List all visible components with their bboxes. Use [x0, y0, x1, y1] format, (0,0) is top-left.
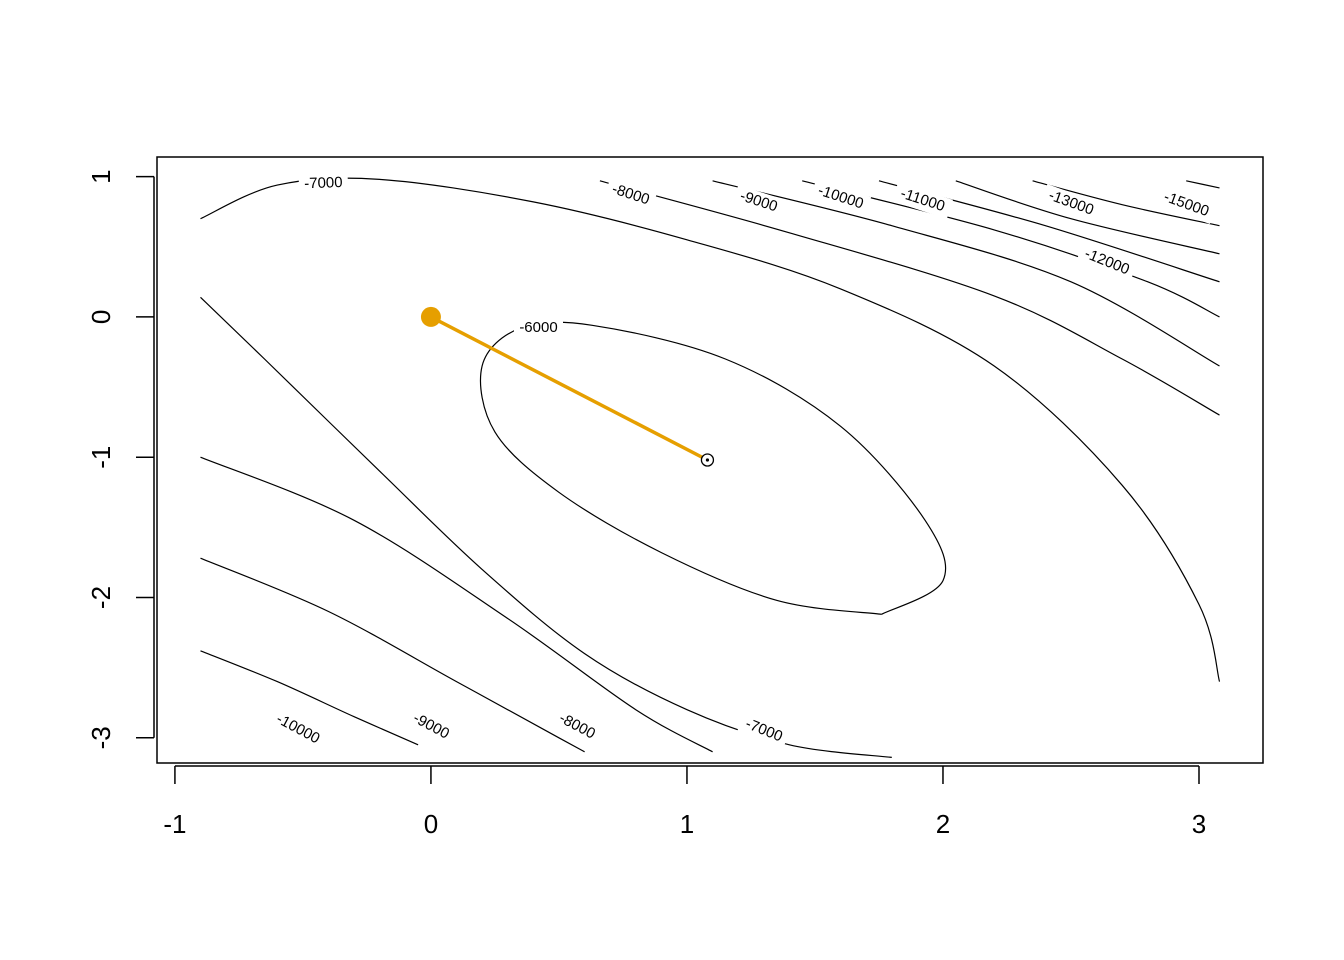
y-tick-label: -3	[86, 726, 116, 749]
contour-line	[200, 296, 892, 758]
contour-label: -11000	[892, 182, 953, 219]
contour-label-background	[298, 172, 349, 195]
contour-label-background	[267, 706, 328, 752]
contour-line	[200, 177, 1221, 682]
path-line	[430, 315, 709, 462]
x-tick-label: 2	[936, 809, 950, 839]
contour-labels: -7000 -8000 -9000 -10000 -11000 -13000 -15000-…	[267, 172, 1217, 752]
contour-line	[599, 180, 1220, 416]
contour-label-background	[1040, 184, 1102, 223]
x-tick-label: 0	[424, 809, 438, 839]
contour-label-background	[604, 177, 657, 212]
contour-label-background	[1076, 242, 1138, 283]
contour-line	[1186, 180, 1220, 189]
contour-line	[200, 557, 585, 753]
contour-label-background	[892, 182, 953, 219]
contour-label-background	[810, 179, 872, 217]
contour-label: -8000	[604, 177, 657, 212]
contour-label-background	[404, 706, 458, 747]
contour-label: -7000	[737, 712, 791, 750]
contour-line	[200, 456, 713, 753]
contour-label-background	[737, 712, 791, 750]
optimum-point-center	[705, 458, 710, 462]
contour-label-background	[1155, 185, 1217, 224]
y-tick-label: -2	[86, 586, 116, 609]
y-axis: 1 0 -1 -2 -3	[86, 169, 155, 749]
y-tick-label: -1	[86, 446, 116, 469]
x-tick-label: 3	[1192, 809, 1206, 839]
contour-label-text: -7000	[304, 174, 343, 192]
contour-label-background	[550, 706, 604, 747]
contour-label: -10000	[810, 179, 872, 217]
contour-label: -7000	[298, 172, 349, 195]
contour-label-background	[514, 318, 563, 339]
contour-line	[479, 321, 947, 615]
x-tick-label: -1	[163, 809, 186, 839]
contour-label: -8000	[550, 706, 604, 747]
contour-label: -13000	[1040, 184, 1102, 223]
contour-label: -6000	[514, 318, 563, 339]
contour-label: -12000	[1076, 242, 1138, 283]
contour-label-text: -6000	[519, 319, 557, 336]
contour-line	[712, 180, 1220, 367]
contour-label: -9000	[404, 706, 458, 747]
x-tick-label: 1	[680, 809, 694, 839]
contour-lines	[200, 177, 1221, 758]
y-tick-label: 0	[86, 310, 116, 324]
contour-line	[200, 650, 419, 746]
contour-label: -10000	[267, 706, 328, 752]
optimization-path	[420, 306, 715, 467]
contour-line	[955, 180, 1220, 255]
contour-label-text: -10000	[273, 710, 322, 747]
start-point	[420, 306, 441, 327]
x-axis: -1 0 1 2 3	[163, 765, 1206, 839]
y-tick-label: 1	[86, 169, 116, 183]
plot-frame	[156, 156, 1264, 764]
contour-label-background	[732, 184, 785, 219]
contour-label: -9000	[732, 184, 785, 219]
